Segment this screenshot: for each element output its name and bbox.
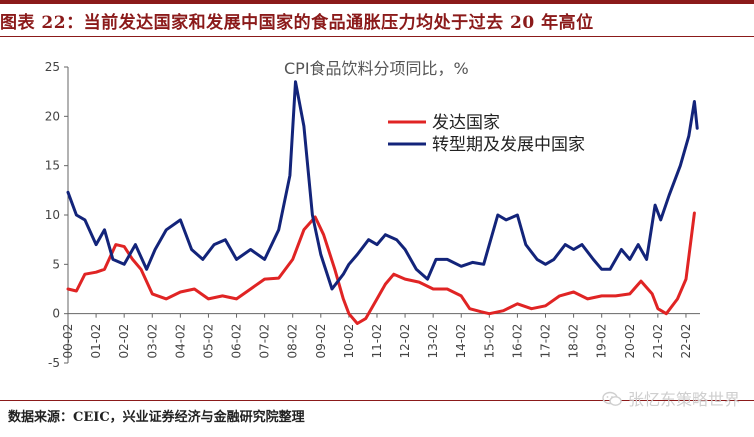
chart-title: CPI食品饮料分项同比，%: [284, 59, 469, 78]
series-lines: [66, 80, 699, 325]
x-tick-label: 05-02: [201, 324, 215, 359]
wechat-icon: [602, 391, 622, 406]
figure-title: 图表 22：当前发达国家和发展中国家的食品通胀压力均处于过去 20 年高位: [0, 13, 594, 33]
line-chart: -5 0 5 10 15 20 25 00-02 01-02 02-02 03-02 04-02 05…: [45, 59, 700, 370]
x-tick-label: 02-02: [117, 324, 131, 359]
x-tick-label: 15-02: [482, 324, 496, 359]
series-line-2: [66, 80, 699, 291]
series-line-1: [66, 211, 696, 325]
x-tick-label: 21-02: [651, 324, 665, 359]
x-tick-label: 01-02: [89, 324, 103, 359]
x-tick-label: 22-02: [679, 324, 693, 359]
y-tick-label: -5: [48, 356, 60, 370]
source-note: 数据来源：CEIC，兴业证券经济与金融研究院整理: [8, 410, 305, 425]
x-tick-label: 07-02: [258, 324, 272, 359]
x-tick-label: 09-02: [314, 324, 328, 359]
x-tick-label: 12-02: [398, 324, 412, 359]
x-tick-label: 10-02: [342, 324, 356, 359]
title-divider: [0, 36, 754, 37]
legend-label: 转型期及发展中国家: [432, 135, 585, 155]
y-tick-label: 10: [45, 208, 60, 222]
y-tick-label: 0: [52, 307, 60, 321]
x-tick-label: 04-02: [173, 324, 187, 359]
x-tick-label: 17-02: [539, 324, 553, 359]
y-tick-label: 25: [45, 60, 60, 74]
y-tick-label: 15: [45, 159, 60, 173]
x-tick-label: 18-02: [567, 324, 581, 359]
legend-label: 发达国家: [432, 113, 500, 133]
x-tick-label: 08-02: [286, 324, 300, 359]
x-tick-label: 20-02: [623, 324, 637, 359]
x-tick-label: 16-02: [510, 324, 524, 359]
x-tick-label: 06-02: [230, 324, 244, 359]
x-tick-label: 03-02: [145, 324, 159, 359]
x-tick-label: 13-02: [426, 324, 440, 359]
x-tick-label: 00-02: [61, 324, 75, 359]
top-accent-line: [0, 0, 754, 4]
x-tick-label: 19-02: [595, 324, 609, 359]
watermark: 张忆东策略世界: [602, 386, 740, 410]
y-tick-label: 20: [45, 109, 60, 123]
y-tick-label: 5: [52, 257, 60, 271]
x-tick-label: 14-02: [454, 324, 468, 359]
y-axis: -5 0 5 10 15 20 25: [45, 60, 69, 370]
x-axis: 00-02 01-02 02-02 03-02 04-02 05-02 06-02 07-02…: [61, 313, 700, 359]
x-tick-label: 11-02: [370, 324, 384, 359]
watermark-text: 张忆东策略世界: [627, 390, 740, 409]
footer-divider: [0, 400, 754, 401]
